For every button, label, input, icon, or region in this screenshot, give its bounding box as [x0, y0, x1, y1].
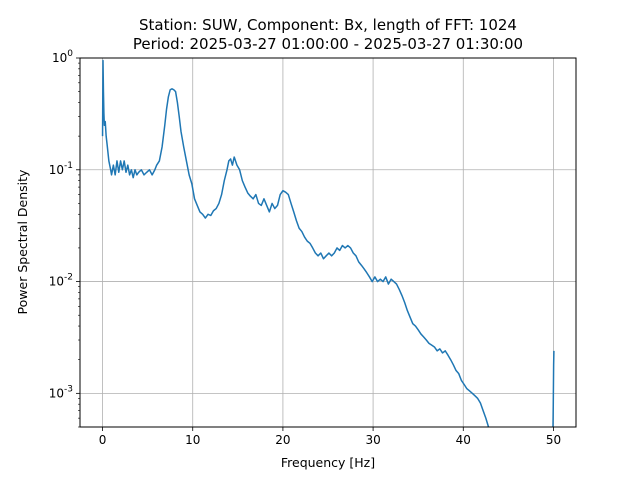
x-tick-label: 50 — [546, 433, 561, 447]
axis-ticks: 0 10 20 30 40 50 10-3 10-2 10-1 100 — [49, 49, 561, 447]
psd-series-line-0 — [101, 59, 490, 428]
plot-area-frame — [79, 57, 577, 428]
grid-lines — [80, 57, 576, 427]
x-tick-label: 30 — [365, 433, 380, 447]
x-tick-label: 10 — [185, 433, 200, 447]
chart-title-line-2: Period: 2025-03-27 01:00:00 - 2025-03-27… — [132, 35, 524, 53]
x-tick-label: 0 — [99, 433, 107, 447]
y-tick-label: 10-1 — [49, 161, 73, 177]
y-axis-label: Power Spectral Density — [15, 169, 30, 314]
psd-series-line-1 — [552, 350, 555, 428]
chart-title-line-1: Station: SUW, Component: Bx, length of F… — [139, 16, 517, 34]
x-tick-label: 40 — [456, 433, 471, 447]
y-tick-label: 10-2 — [49, 273, 73, 289]
y-tick-label: 10-3 — [49, 384, 73, 400]
x-axis-label: Frequency [Hz] — [281, 455, 375, 470]
x-tick-label: 20 — [275, 433, 290, 447]
y-tick-label: 100 — [52, 49, 73, 65]
series-layer — [101, 59, 555, 428]
